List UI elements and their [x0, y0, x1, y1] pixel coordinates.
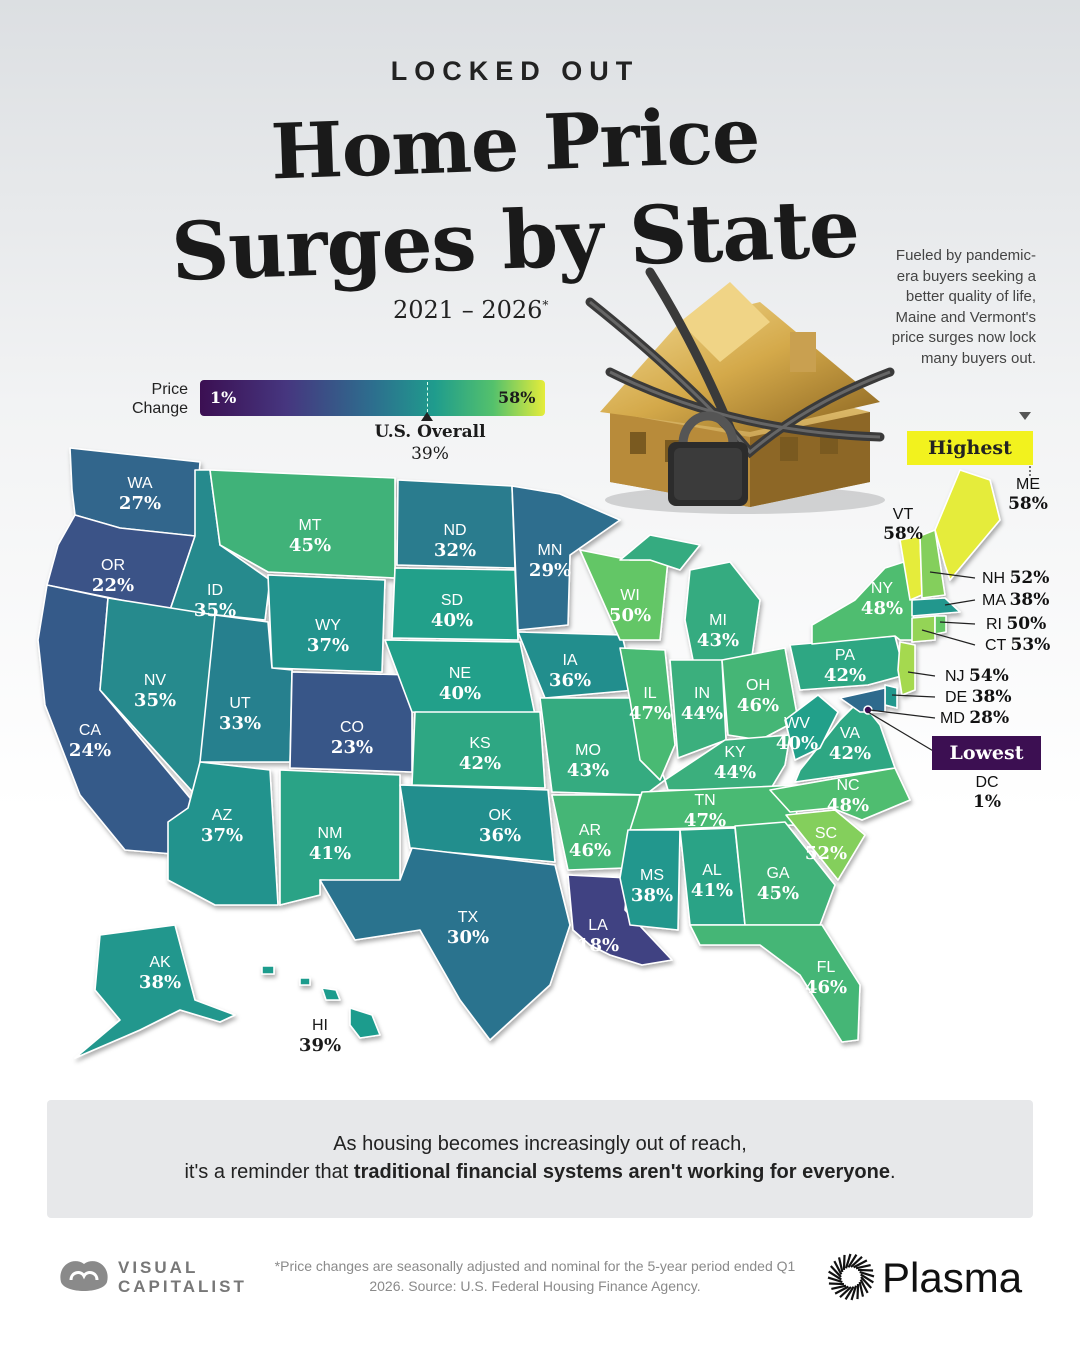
state-WY — [267, 574, 386, 673]
highest-tag: Highest — [907, 431, 1033, 465]
state-value-HI: 39% — [299, 1035, 341, 1056]
plasma-ray — [850, 1285, 858, 1301]
plasma-ray — [855, 1263, 871, 1270]
state-WV — [784, 694, 839, 761]
state-AZ — [167, 761, 279, 906]
overall-marker-line — [427, 382, 428, 412]
plasma-ray — [853, 1259, 868, 1269]
note-arrow-icon — [1019, 412, 1031, 420]
plasma-ray — [858, 1268, 874, 1272]
footer-message-box — [47, 1100, 1033, 1218]
side-note: Fueled by pandemic-era buyers seeking a … — [891, 247, 1036, 367]
plasma-ray — [859, 1279, 869, 1294]
state-MI — [684, 561, 761, 671]
plasma-ray — [860, 1276, 872, 1289]
plasma-ray — [842, 1254, 846, 1270]
state-WI — [579, 549, 669, 641]
state-PA — [789, 635, 906, 691]
callout-DC: DC 1% — [973, 774, 1001, 812]
state-TX — [319, 847, 571, 1041]
plasma-ray — [833, 1260, 843, 1275]
state-NJ — [897, 641, 916, 696]
state-OH — [721, 647, 799, 741]
state-DE — [884, 684, 898, 709]
visual-capitalist-wordmark: VISUAL CAPITALIST — [118, 1258, 247, 1296]
state-KS — [411, 711, 546, 789]
us-overall-label: U.S. Overall — [374, 422, 486, 442]
callout-NH: NH 52% — [982, 568, 1050, 588]
plasma-ray — [859, 1270, 875, 1278]
state-KY — [664, 734, 791, 791]
plasma-ray — [828, 1270, 842, 1281]
state-MN — [511, 485, 621, 631]
state-IN — [669, 659, 727, 759]
visual-capitalist-logo-icon — [60, 1261, 108, 1291]
source-note: *Price changes are seasonally adjusted a… — [274, 1258, 796, 1294]
plasma-ray — [858, 1281, 865, 1297]
color-scale-bar — [200, 380, 545, 416]
plasma-ray — [828, 1282, 844, 1286]
legend-max: 58% — [498, 388, 536, 407]
callout-ME: ME 58% — [1008, 476, 1048, 514]
plasma-ray — [831, 1284, 847, 1291]
callout-MD: MD 28% — [940, 708, 1010, 728]
state-NH — [919, 529, 946, 599]
state-ND — [396, 479, 516, 569]
legend-label: Price Change — [131, 381, 188, 417]
state-HI-4 — [261, 965, 275, 975]
callout-CT: CT 53% — [985, 635, 1051, 655]
plasma-ray — [834, 1285, 849, 1295]
plasma-ray — [856, 1284, 860, 1300]
state-MA — [911, 597, 961, 617]
state-HI-2 — [321, 987, 341, 1001]
plasma-ray — [827, 1276, 843, 1284]
state-IA — [517, 631, 636, 699]
kicker: LOCKED OUT — [390, 56, 640, 86]
state-GA — [734, 821, 836, 926]
state-VA — [794, 699, 896, 783]
footer-message: As housing becomes increasingly out of r… — [184, 1133, 896, 1183]
state-MD — [839, 687, 886, 713]
state-NY — [811, 559, 916, 645]
state-MS — [619, 829, 681, 931]
plasma-ray — [847, 1254, 858, 1268]
us-overall-value: 39% — [411, 444, 449, 464]
state-code-HI: HI — [312, 1017, 328, 1034]
state-HI-3 — [299, 977, 311, 986]
state-SC — [785, 809, 866, 881]
year-range: 2021 – 2026* — [393, 296, 549, 324]
plasma-logo-icon — [827, 1253, 875, 1301]
callout-DE: DE 38% — [945, 687, 1012, 707]
state-AK — [74, 924, 236, 1059]
overall-arrow-icon — [421, 412, 433, 421]
state-HI — [349, 1007, 381, 1039]
plasma-ray — [839, 1286, 852, 1298]
state-CT — [911, 615, 936, 643]
state-RI — [934, 615, 947, 635]
plasma-ray — [830, 1265, 842, 1278]
plasma-ray — [844, 1253, 852, 1269]
state-SD — [391, 567, 519, 641]
state-AL — [679, 827, 746, 926]
callout-NJ: NJ 54% — [945, 666, 1009, 686]
callout-MA: MA 38% — [982, 590, 1050, 610]
callout-VT: VT 58% — [883, 506, 923, 544]
state-ME — [934, 469, 1001, 581]
callout-RI: RI 50% — [986, 614, 1047, 634]
locked-house-illustration — [585, 267, 895, 514]
plasma-ray — [860, 1273, 874, 1284]
plasma-ray — [850, 1256, 863, 1268]
lowest-tag: Lowest — [932, 736, 1041, 770]
state-MT — [209, 469, 396, 579]
plasma-wordmark: Plasma — [882, 1254, 1023, 1301]
state-MI-UP — [619, 534, 701, 571]
callout-leaders — [867, 466, 1031, 753]
state-IL — [619, 647, 676, 781]
state-CO — [289, 671, 413, 773]
state-OK — [399, 784, 556, 863]
plasma-ray — [837, 1257, 844, 1273]
state-FL — [689, 924, 861, 1043]
legend-min: 1% — [210, 388, 237, 407]
plasma-ray — [844, 1286, 855, 1300]
